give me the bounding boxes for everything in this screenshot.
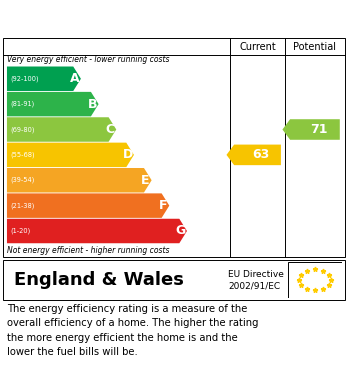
Polygon shape <box>7 117 116 142</box>
Text: Current: Current <box>239 41 276 52</box>
Text: The energy efficiency rating is a measure of the
overall efficiency of a home. T: The energy efficiency rating is a measur… <box>7 304 259 357</box>
Text: E: E <box>141 174 150 187</box>
Text: (21-38): (21-38) <box>10 203 35 209</box>
Text: (39-54): (39-54) <box>10 177 35 183</box>
Text: Energy Efficiency Rating: Energy Efficiency Rating <box>10 11 220 25</box>
Text: 63: 63 <box>252 148 270 161</box>
Text: A: A <box>70 72 79 85</box>
Polygon shape <box>7 194 169 218</box>
Text: G: G <box>176 224 186 237</box>
Text: Not energy efficient - higher running costs: Not energy efficient - higher running co… <box>7 246 169 255</box>
Polygon shape <box>7 168 152 192</box>
Text: England & Wales: England & Wales <box>14 271 184 289</box>
Text: Very energy efficient - lower running costs: Very energy efficient - lower running co… <box>7 55 169 64</box>
Polygon shape <box>7 219 187 243</box>
Polygon shape <box>7 66 81 91</box>
Text: EU Directive
2002/91/EC: EU Directive 2002/91/EC <box>228 269 284 291</box>
Polygon shape <box>227 145 281 165</box>
Text: B: B <box>88 98 97 111</box>
Text: (69-80): (69-80) <box>10 126 35 133</box>
Polygon shape <box>7 143 134 167</box>
Polygon shape <box>283 119 340 140</box>
Text: (92-100): (92-100) <box>10 75 39 82</box>
Text: Potential: Potential <box>293 41 337 52</box>
Text: (55-68): (55-68) <box>10 152 35 158</box>
Text: (81-91): (81-91) <box>10 101 35 108</box>
Polygon shape <box>7 92 98 117</box>
Text: C: C <box>105 123 114 136</box>
Text: D: D <box>122 148 133 161</box>
Text: (1-20): (1-20) <box>10 228 31 234</box>
Text: 71: 71 <box>310 123 327 136</box>
Text: F: F <box>159 199 167 212</box>
